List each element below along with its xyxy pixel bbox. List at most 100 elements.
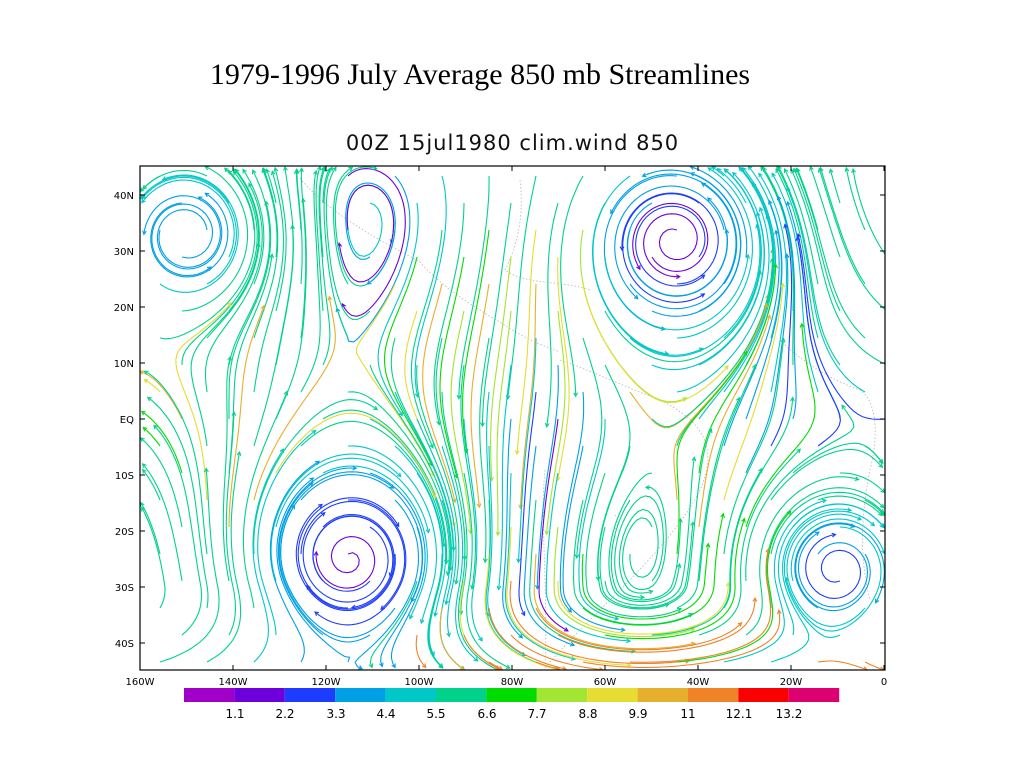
streamline-arrow (783, 223, 789, 229)
streamline-arrow (480, 422, 485, 428)
colorbar-swatch (284, 688, 336, 702)
streamline (253, 171, 284, 393)
streamline (262, 168, 278, 258)
streamline (204, 183, 263, 393)
streamlines-layer (140, 166, 885, 670)
streamline-arrow (269, 253, 275, 259)
streamline-arrow (495, 531, 501, 537)
streamline (295, 504, 396, 611)
colorbar-label: 1.1 (225, 707, 244, 721)
streamline-arrow (773, 263, 778, 269)
streamline-arrow (780, 337, 786, 343)
streamline (608, 472, 681, 603)
streamline (599, 522, 694, 609)
streamline (839, 472, 885, 493)
streamline-arrow (776, 609, 782, 615)
streamline-arrow (720, 512, 725, 518)
streamline-arrow (828, 168, 834, 174)
streamline-arrow (700, 182, 706, 188)
streamline (829, 169, 841, 204)
streamline (536, 364, 559, 589)
streamline-arrow (260, 304, 266, 310)
streamline (141, 179, 235, 258)
streamline (427, 553, 444, 669)
streamline-arrow (676, 607, 683, 613)
streamline (557, 581, 729, 635)
streamline (818, 168, 885, 311)
streamline (369, 472, 426, 668)
streamline (141, 410, 183, 474)
streamline-arrow (419, 618, 425, 625)
streamline (410, 229, 443, 449)
streamline-arrow (372, 166, 378, 171)
streamline (270, 453, 402, 582)
streamline (441, 445, 479, 662)
streamline-arrow (300, 197, 306, 203)
streamline (355, 283, 435, 477)
streamline-arrow (879, 503, 885, 509)
streamline (369, 418, 447, 617)
streamline-arrow (352, 465, 358, 471)
colorbar-swatch (788, 688, 840, 702)
streamline (314, 499, 407, 626)
streamline (518, 391, 537, 616)
streamline (181, 171, 258, 366)
streamline (627, 197, 728, 297)
streamline (790, 169, 885, 365)
streamline-arrow (851, 167, 856, 174)
streamline-arrow (644, 485, 650, 490)
streamline (794, 522, 885, 609)
streamline-arrow (780, 282, 786, 288)
streamline (559, 391, 585, 613)
streamline-arrow (142, 230, 147, 236)
streamline (545, 310, 566, 535)
streamline (463, 472, 511, 669)
streamline-arrow (270, 170, 276, 176)
streamline-arrow (518, 633, 524, 639)
streamline (629, 224, 761, 357)
streamline (538, 418, 569, 632)
streamline-arrow (142, 468, 147, 474)
streamline (507, 175, 537, 400)
streamline-arrow (368, 663, 374, 669)
streamline-arrow (544, 422, 550, 428)
streamline (266, 169, 277, 204)
lon-tick-label: 120W (312, 677, 341, 688)
colorbar-label: 8.8 (578, 707, 597, 721)
streamline-arrow (636, 265, 641, 271)
streamline-arrow (456, 394, 462, 400)
streamline (676, 207, 770, 393)
streamline (322, 168, 330, 204)
streamline-arrow (770, 248, 776, 254)
streamline-arrow (391, 663, 396, 669)
streamline-arrow (620, 627, 626, 633)
streamline (296, 169, 303, 285)
streamline-arrow (735, 396, 741, 402)
streamline-arrow (844, 166, 850, 172)
streamline-arrow (737, 621, 743, 627)
streamline-arrow (299, 167, 304, 173)
streamline (793, 168, 841, 312)
streamline-arrow (619, 246, 625, 252)
streamline-arrow (313, 550, 319, 556)
streamline-arrow (143, 379, 149, 384)
streamline-arrow (573, 392, 578, 398)
streamline (297, 497, 400, 609)
plot-title: 00Z 15jul1980 clim.wind 850 (345, 131, 680, 155)
streamline-arrow (711, 166, 717, 171)
streamline (676, 167, 753, 339)
streamline-arrow (516, 558, 521, 564)
streamline (140, 437, 183, 528)
streamline (786, 513, 866, 627)
lon-tick-label: 160W (126, 677, 155, 688)
streamline-arrow (264, 200, 270, 206)
streamline-arrow (786, 510, 792, 516)
streamline-arrow (775, 168, 780, 174)
streamline (484, 553, 558, 670)
streamline (784, 168, 819, 285)
streamline (578, 419, 619, 620)
streamline-arrow (795, 167, 800, 173)
streamline (723, 283, 784, 501)
streamline-arrow (741, 517, 746, 523)
streamline-arrow (451, 498, 457, 504)
